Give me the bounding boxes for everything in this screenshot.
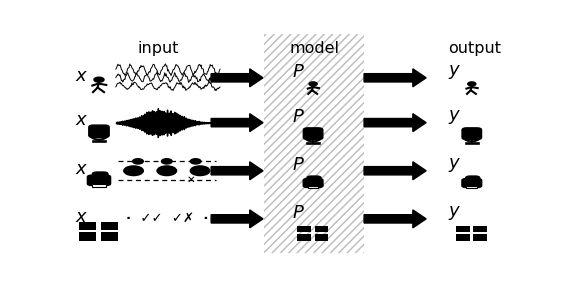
Bar xyxy=(101,232,118,241)
FancyBboxPatch shape xyxy=(462,128,482,139)
FancyBboxPatch shape xyxy=(303,128,323,139)
FancyBboxPatch shape xyxy=(88,175,110,185)
Text: $y$: $y$ xyxy=(448,156,462,174)
Bar xyxy=(101,222,118,230)
FancyArrow shape xyxy=(211,210,263,228)
Bar xyxy=(80,232,96,241)
Bar xyxy=(456,234,470,241)
FancyBboxPatch shape xyxy=(307,176,321,183)
Circle shape xyxy=(190,166,210,176)
FancyBboxPatch shape xyxy=(303,179,323,187)
Bar xyxy=(297,234,311,241)
Text: $P$: $P$ xyxy=(292,108,305,126)
Bar xyxy=(92,184,106,187)
Text: $y$: $y$ xyxy=(448,108,462,126)
Text: $x$: $x$ xyxy=(74,208,88,226)
Text: ·  ✓✓  ✓✗  ·: · ✓✓ ✓✗ · xyxy=(126,212,208,225)
Circle shape xyxy=(190,159,201,164)
FancyArrow shape xyxy=(211,69,263,87)
FancyArrow shape xyxy=(364,162,426,180)
Bar xyxy=(315,226,328,232)
FancyBboxPatch shape xyxy=(92,172,108,180)
Text: $y$: $y$ xyxy=(448,63,462,81)
Text: ✕: ✕ xyxy=(187,175,196,185)
FancyBboxPatch shape xyxy=(462,179,482,187)
Text: $y$: $y$ xyxy=(448,204,462,222)
Circle shape xyxy=(94,77,104,82)
FancyBboxPatch shape xyxy=(466,176,480,183)
Circle shape xyxy=(468,82,476,86)
Bar xyxy=(264,34,364,253)
Bar xyxy=(456,226,470,232)
Text: output: output xyxy=(448,41,502,56)
Text: model: model xyxy=(289,41,339,56)
Bar xyxy=(466,186,477,188)
FancyArrow shape xyxy=(364,114,426,131)
Text: input: input xyxy=(137,41,178,56)
Circle shape xyxy=(157,166,177,176)
Text: $P$: $P$ xyxy=(292,204,305,222)
Bar xyxy=(474,234,487,241)
Text: $x$: $x$ xyxy=(74,160,88,178)
FancyArrow shape xyxy=(364,210,426,228)
FancyBboxPatch shape xyxy=(89,125,109,137)
Text: $P$: $P$ xyxy=(292,156,305,174)
FancyArrow shape xyxy=(364,69,426,87)
Text: $x$: $x$ xyxy=(74,111,88,130)
Bar xyxy=(297,226,311,232)
Text: $P$: $P$ xyxy=(292,63,305,81)
Bar xyxy=(80,222,96,230)
Bar xyxy=(474,226,487,232)
Circle shape xyxy=(161,159,172,164)
Text: $x$: $x$ xyxy=(74,67,88,85)
Circle shape xyxy=(133,159,144,164)
FancyArrow shape xyxy=(211,114,263,131)
Circle shape xyxy=(309,82,317,86)
Bar xyxy=(315,234,328,241)
Bar xyxy=(308,186,319,188)
Circle shape xyxy=(124,166,144,176)
FancyArrow shape xyxy=(211,162,263,180)
